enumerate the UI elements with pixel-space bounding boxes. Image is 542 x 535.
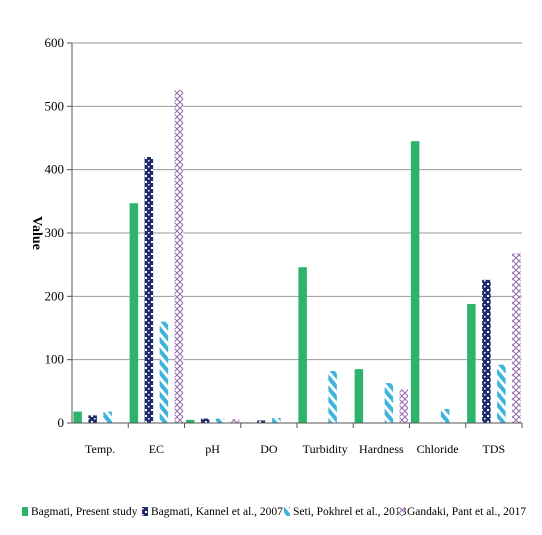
y-tick-label: 200 — [45, 288, 65, 303]
y-tick-label: 0 — [58, 415, 65, 430]
x-axis-ticks: Temp. EC pH DO Turbidity Hardness Chloride TDS — [85, 423, 523, 456]
legend-swatch — [142, 507, 148, 516]
bar-temp-series-3 — [103, 411, 112, 423]
bar-temp-series-2 — [88, 415, 97, 423]
legend-swatch — [284, 507, 290, 516]
x-tick-label: DO — [260, 442, 278, 456]
y-tick-label: 100 — [45, 352, 65, 367]
gridlines — [72, 42, 522, 361]
bar-ec-series-2 — [144, 157, 154, 423]
bar-ph-series-1 — [185, 419, 195, 423]
legend-swatch — [22, 507, 28, 516]
bar-ec-series-3 — [159, 321, 169, 423]
legend-label: Gandaki, Pant et al., 2017 — [407, 506, 526, 518]
x-tick-label: pH — [205, 442, 220, 456]
bar-ec-series-4 — [174, 89, 184, 423]
bar-tds-series-2 — [482, 279, 491, 423]
x-tick-label: Turbidity — [303, 442, 348, 456]
bar-chloride-series-3 — [440, 409, 450, 423]
bar-do-series-3 — [272, 417, 281, 423]
bar-turbidity-series-3 — [328, 371, 337, 423]
y-axis-title: Value — [29, 216, 44, 250]
bar-hardness-series-1 — [354, 369, 364, 423]
bar-tds-series-1 — [467, 303, 476, 423]
x-tick-label: Chloride — [417, 442, 459, 456]
bar-ec-series-1 — [129, 203, 139, 423]
bar-ph-series-2 — [200, 418, 210, 423]
y-tick-label: 300 — [45, 225, 65, 240]
bar-ph-series-4 — [230, 419, 240, 423]
y-tick-label: 400 — [45, 162, 65, 177]
bar-hardness-series-3 — [384, 383, 394, 423]
y-axis-ticks: 0 100 200 300 400 500 600 — [45, 35, 72, 430]
bars — [73, 89, 521, 423]
x-tick-label: TDS — [483, 442, 506, 456]
x-tick-label: Hardness — [359, 442, 404, 456]
legend: Bagmati, Present study Bagmati, Kannel et… — [22, 506, 526, 518]
y-tick-label: 500 — [45, 98, 65, 113]
bar-hardness-series-4 — [399, 389, 409, 423]
x-tick-label: Temp. — [85, 442, 115, 456]
y-tick-label: 600 — [45, 35, 65, 50]
bar-do-series-2 — [257, 420, 266, 423]
bar-ph-series-3 — [215, 418, 225, 423]
legend-swatch — [398, 507, 404, 516]
bar-temp-series-1 — [73, 411, 82, 423]
bar-turbidity-series-1 — [298, 267, 307, 423]
bar-tds-series-4 — [512, 253, 521, 423]
legend-label: Bagmati, Kannel et al., 2007 — [151, 506, 283, 518]
legend-label: Seti, Pokhrel et al., 2018 — [293, 506, 407, 518]
legend-label: Bagmati, Present study — [31, 506, 138, 518]
bar-chloride-series-1 — [410, 141, 420, 423]
x-tick-label: EC — [149, 442, 164, 456]
bar-tds-series-3 — [497, 364, 506, 423]
